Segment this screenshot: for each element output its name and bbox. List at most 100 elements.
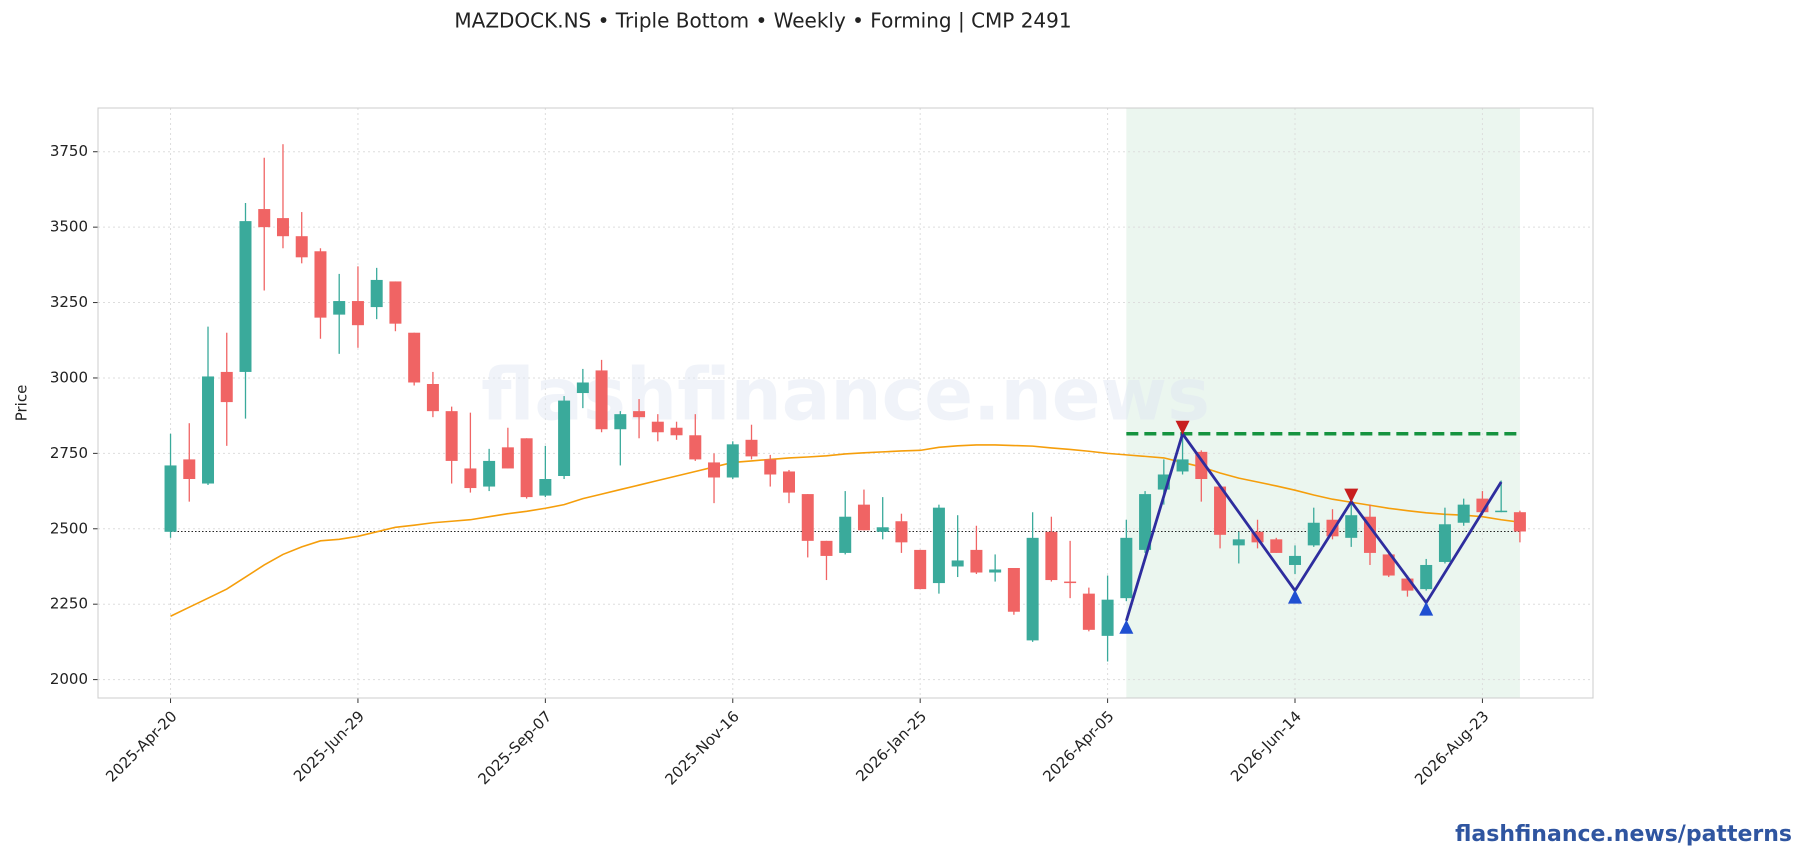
candle-body — [295, 236, 308, 258]
y-tick-label: 2500 — [50, 519, 88, 537]
peak-marker — [1344, 488, 1359, 503]
pattern-line — [1124, 430, 1503, 622]
x-tick-label: 2026-Aug-23 — [1411, 707, 1492, 788]
candle-body — [164, 465, 177, 532]
candle-body — [314, 251, 327, 318]
candle-body — [501, 447, 514, 469]
candle-body — [1382, 554, 1395, 576]
y-tick-label: 3750 — [50, 142, 88, 160]
candle-body — [1363, 516, 1376, 553]
candle-body — [220, 371, 233, 403]
candle-body — [1307, 522, 1320, 546]
candle-body — [764, 459, 777, 475]
candle-body — [708, 462, 721, 478]
y-tick-label: 2250 — [50, 595, 88, 613]
x-tick-label: 2026-Apr-05 — [1039, 707, 1117, 785]
y-tick-label: 3250 — [50, 293, 88, 311]
trough-marker — [1419, 601, 1434, 616]
candle-body — [1082, 593, 1095, 630]
candle-body — [1457, 504, 1470, 523]
candle-body — [183, 459, 196, 480]
candle-body — [595, 370, 608, 430]
candle-body — [558, 400, 571, 476]
candle-body — [576, 382, 589, 394]
y-tick-label: 3000 — [50, 368, 88, 386]
candle-body — [895, 521, 908, 543]
y-axis-label: Price — [13, 385, 31, 422]
candle-body — [989, 569, 1002, 573]
candle-body — [1101, 599, 1114, 636]
candle-body — [1157, 474, 1170, 490]
candle-body — [1289, 555, 1302, 565]
candle-body — [1045, 531, 1058, 581]
candle-body — [1176, 459, 1189, 472]
plot-frame — [97, 107, 1594, 699]
candle-body — [1438, 524, 1451, 562]
candle-body — [801, 494, 814, 541]
candle-body — [333, 301, 346, 315]
candle-body — [1064, 581, 1077, 584]
candle-body — [689, 435, 702, 460]
x-tick-label: 2025-Apr-20 — [102, 707, 180, 785]
candle-body — [1476, 498, 1489, 513]
candle-body — [651, 421, 664, 433]
candle-body — [1495, 510, 1508, 513]
candle-body — [633, 411, 646, 418]
x-tick-label: 2025-Sep-07 — [475, 707, 556, 788]
candle-body — [670, 427, 683, 436]
candle-body — [1007, 567, 1020, 612]
x-tick-label: 2025-Nov-16 — [661, 707, 742, 788]
pattern-zone — [1126, 108, 1520, 698]
y-tick-label: 2750 — [50, 444, 88, 462]
candle-body — [1345, 515, 1358, 538]
candle-body — [857, 504, 870, 531]
candle-body — [782, 471, 795, 493]
candle-body — [1195, 451, 1208, 480]
x-tick-label: 2026-Jan-25 — [852, 707, 930, 785]
candle-body — [483, 460, 496, 487]
candle-body — [1139, 494, 1152, 550]
candle-body — [1326, 519, 1339, 537]
source-label: flashfinance.news/patterns — [1455, 822, 1792, 847]
watermark: flashfinance.news — [481, 352, 1210, 436]
candle-body — [408, 332, 421, 383]
y-tick-label: 2000 — [50, 670, 88, 688]
chart-title: MAZDOCK.NS • Triple Bottom • Weekly • Fo… — [454, 9, 1071, 33]
candle-body — [614, 414, 627, 430]
moving-average — [170, 444, 1521, 617]
candle-body — [839, 516, 852, 553]
candle-body — [876, 527, 889, 532]
candle-body — [1270, 539, 1283, 553]
candle-body — [276, 218, 289, 237]
x-tick-label: 2026-Jun-14 — [1227, 707, 1305, 785]
candle-body — [258, 209, 271, 228]
candle-body — [202, 376, 215, 484]
candle-body — [1232, 539, 1245, 546]
candle-body — [1214, 486, 1227, 535]
trough-marker — [1119, 619, 1134, 634]
candle-body — [1026, 537, 1039, 641]
candle-body — [389, 281, 402, 324]
candle-body — [520, 438, 533, 498]
candle-body — [1513, 512, 1526, 532]
candle-body — [539, 479, 552, 496]
y-tick-label: 3500 — [50, 218, 88, 236]
candle-body — [970, 549, 983, 573]
candle-body — [745, 439, 758, 457]
candle-body — [426, 383, 439, 412]
candle-body — [1420, 564, 1433, 590]
candle-body — [932, 507, 945, 584]
candle-body — [351, 301, 364, 326]
candle-body — [370, 279, 383, 308]
candle-body — [726, 444, 739, 478]
candle-body — [1120, 537, 1133, 599]
candle-body — [239, 221, 252, 372]
candle-body — [914, 549, 927, 590]
trough-marker — [1288, 589, 1303, 604]
candle-body — [464, 468, 477, 489]
x-tick-label: 2025-Jun-29 — [290, 707, 368, 785]
candle-body — [820, 540, 833, 556]
candle-body — [1401, 578, 1414, 591]
